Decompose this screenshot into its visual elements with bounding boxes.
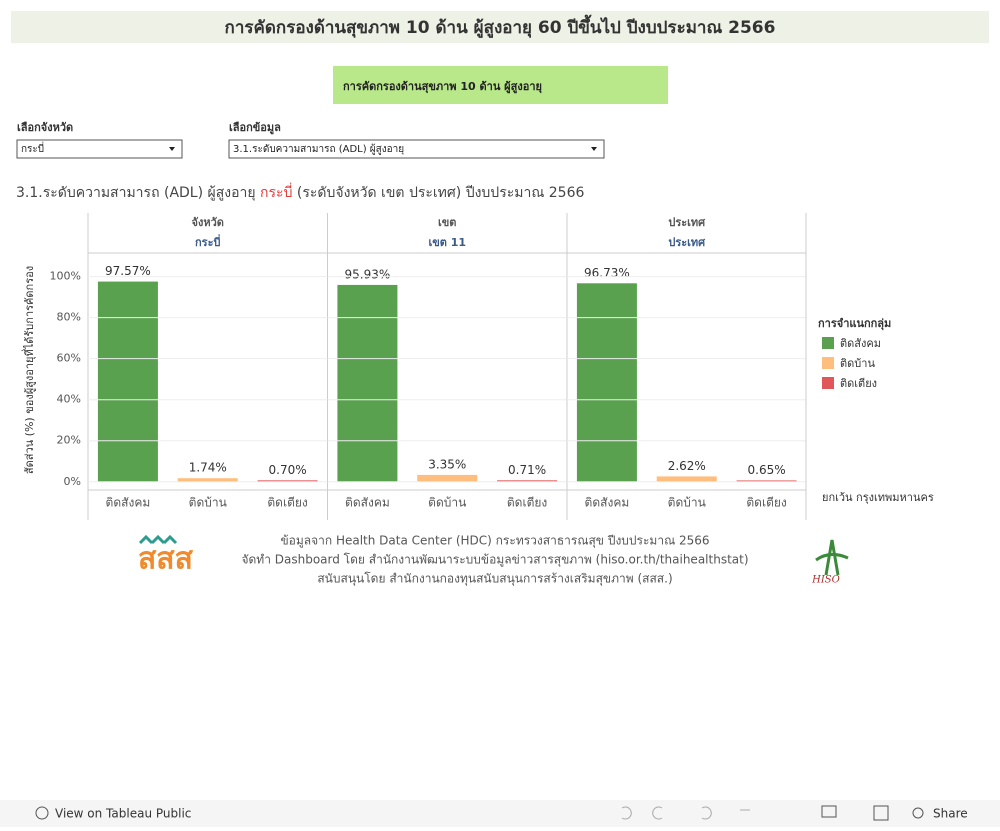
legend-title: การจำแนกกลุ่ม — [818, 317, 891, 331]
tableau-icon — [35, 806, 49, 820]
value-label: 97.57% — [105, 264, 151, 278]
value-label: 96.73% — [584, 266, 630, 280]
panel-subtitle: ประเทศ — [668, 236, 706, 249]
panel-subtitle: เขต 11 — [428, 236, 466, 249]
legend-label: ติดสังคม — [840, 337, 881, 350]
value-label: 0.70% — [269, 463, 307, 477]
tab-label[interactable]: การคัดกรองด้านสุขภาพ 10 ด้าน ผู้สูงอายุ — [343, 80, 542, 94]
legend-label: ติดเตียง — [840, 377, 877, 390]
bar — [497, 480, 558, 482]
filter-dropdown[interactable] — [16, 139, 183, 159]
panel-subtitle: กระบี่ — [195, 234, 220, 249]
tab-button[interactable] — [333, 66, 668, 104]
y-tick-label: 80% — [57, 311, 81, 324]
x-tick-label: ติดเตียง — [267, 496, 307, 510]
value-label: 0.71% — [508, 463, 546, 477]
footer-line: ข้อมูลจาก Health Data Center (HDC) กระทร… — [280, 534, 709, 549]
x-tick-label: ติดบ้าน — [189, 496, 227, 510]
dropdown-arrow — [591, 147, 597, 151]
dropdown-arrow — [169, 147, 175, 151]
logo-decoration — [815, 539, 849, 576]
value-label: 2.62% — [668, 459, 706, 473]
note: ยกเว้น กรุงเทพมหานคร — [822, 491, 934, 504]
filter-value[interactable]: 3.1.ระดับความสามารถ (ADL) ผู้สูงอายุ — [233, 143, 404, 155]
value-label: 3.35% — [428, 457, 466, 471]
view-link[interactable]: View on Tableau Public — [55, 807, 191, 821]
fullscreen-icon[interactable] — [873, 805, 889, 821]
logo-right: HISO — [811, 575, 840, 586]
filter-value[interactable]: กระบี่ — [21, 141, 44, 155]
download-icon[interactable] — [821, 805, 837, 818]
y-tick-label: 100% — [50, 270, 81, 283]
value-label: 0.65% — [748, 463, 786, 477]
x-tick-label: ติดเตียง — [746, 496, 786, 510]
filter-dropdown[interactable] — [228, 139, 605, 159]
x-tick-label: ติดเตียง — [507, 496, 547, 510]
x-tick-label: ติดบ้าน — [428, 496, 466, 510]
footer-line: สนับสนุนโดย สำนักงานกองทุนสนับสนุนการสร้… — [317, 572, 672, 587]
filter-label: เลือกจังหวัด — [17, 121, 73, 134]
subtitle: 3.1.ระดับความสามารถ (ADL) ผู้สูงอายุ กระ… — [16, 183, 584, 201]
panel-title: เขต — [438, 216, 456, 229]
legend-label: ติดบ้าน — [840, 357, 875, 370]
bar — [257, 480, 318, 482]
x-tick-label: ติดสังคม — [345, 496, 390, 510]
share-button[interactable]: Share — [933, 807, 968, 821]
bar — [177, 478, 238, 482]
y-tick-label: 40% — [57, 393, 81, 406]
logo-left: สสส — [138, 542, 194, 577]
legend-swatch — [822, 377, 834, 389]
value-label: 95.93% — [345, 267, 391, 281]
panel-title: ประเทศ — [668, 216, 706, 229]
y-tick-label: 0% — [64, 475, 81, 488]
toolbar-icons[interactable] — [621, 806, 750, 820]
logo-decoration — [138, 534, 178, 545]
filter-label: เลือกข้อมูล — [229, 121, 281, 135]
header-bar — [11, 11, 989, 43]
bar — [417, 474, 478, 482]
y-tick-label: 20% — [57, 434, 81, 447]
legend-swatch — [822, 337, 834, 349]
subtitle-text: (ระดับจังหวัด เขต ประเทศ) ปีงบประมาณ 256… — [297, 185, 585, 201]
bar — [736, 480, 797, 482]
y-tick-label: 60% — [57, 352, 81, 365]
bar — [97, 281, 158, 482]
footer-line: จัดทำ Dashboard โดย สำนักงานพัฒนาระบบข้อ… — [241, 553, 748, 568]
y-axis-label: สัดส่วน (%) ของผู้สูงอายุที่ได้รับการคัด… — [21, 266, 36, 474]
panel-title: จังหวัด — [192, 216, 224, 229]
value-label: 1.74% — [189, 461, 227, 475]
toolbar — [0, 800, 1000, 827]
subtitle-text: 3.1.ระดับความสามารถ (ADL) ผู้สูงอายุ — [16, 185, 256, 201]
title: การคัดกรองด้านสุขภาพ 10 ด้าน ผู้สูงอายุ … — [225, 14, 776, 39]
subtitle-highlight: กระบี่ — [260, 183, 292, 201]
bar — [337, 284, 398, 482]
x-tick-label: ติดสังคม — [106, 496, 151, 510]
x-tick-label: ติดบ้าน — [668, 496, 706, 510]
legend-swatch — [822, 357, 834, 369]
bar — [576, 283, 637, 482]
share-icon[interactable] — [912, 807, 924, 819]
bar — [656, 476, 717, 482]
x-tick-label: ติดสังคม — [585, 496, 630, 510]
